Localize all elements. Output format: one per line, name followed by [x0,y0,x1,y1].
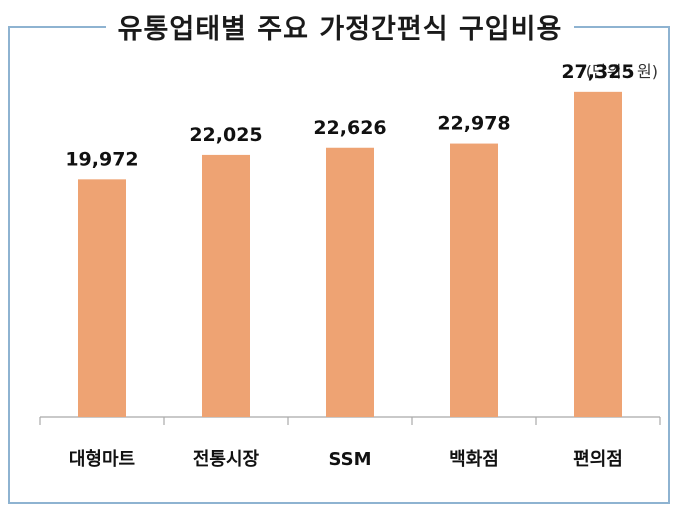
data-label: 19,972 [65,148,138,170]
title-bar: 유통업태별 주요 가정간편식 구입비용 [0,0,680,52]
category-label: 전통시장 [193,449,260,470]
bar-4 [450,143,498,417]
data-label: 22,025 [189,124,262,146]
unit-label: (단위 : 원) [585,62,658,81]
data-label: 22,978 [437,113,510,135]
data-label: 27,325 [561,61,634,83]
category-label: 대형마트 [69,449,135,470]
data-label: 22,626 [313,117,386,139]
bar-5 [574,91,622,418]
category-label: 편의점 [573,449,623,470]
category-label: 백화점 [449,449,499,470]
chart-title: 유통업태별 주요 가정간편식 구입비용 [105,6,575,46]
bar-2 [202,154,250,417]
bar-3 [326,147,374,417]
bar-1 [78,179,126,417]
category-label: SSM [328,449,371,470]
